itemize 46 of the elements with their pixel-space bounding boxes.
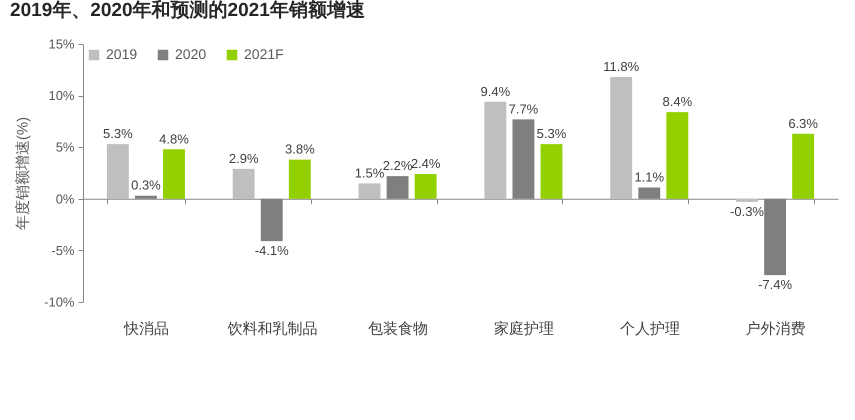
- legend-label: 2020: [175, 46, 206, 62]
- legend-label: 2021F: [244, 46, 284, 62]
- x-tick-label: 快消品: [122, 320, 169, 338]
- bar: [792, 134, 814, 199]
- data-label: -4.1%: [254, 243, 290, 258]
- bar: [232, 168, 255, 199]
- x-tick-label: 个人护理: [620, 320, 680, 338]
- x-tick-label: 家庭护理: [494, 320, 554, 338]
- bar: [484, 102, 506, 199]
- data-label: 3.8%: [284, 142, 316, 157]
- data-label: -0.3%: [730, 204, 764, 219]
- y-tick-label: 15%: [48, 36, 75, 52]
- y-tick-label: 5%: [56, 140, 75, 155]
- bar: [106, 144, 129, 199]
- data-label: 4.8%: [159, 131, 190, 146]
- bar: [540, 144, 562, 199]
- data-label: 0.3%: [131, 178, 162, 193]
- x-tick-label: 户外消费: [746, 320, 806, 338]
- y-tick-label: -10%: [44, 294, 75, 310]
- data-label: 1.5%: [354, 165, 385, 180]
- legend-label: 2019: [106, 46, 138, 62]
- data-label: 6.3%: [788, 116, 818, 131]
- data-label: -7.4%: [758, 277, 792, 292]
- data-label: 8.4%: [662, 94, 693, 110]
- y-axis-title: 年度销额增速(%): [14, 116, 32, 230]
- x-tick-label: 饮料和乳制品: [226, 320, 318, 338]
- bar: [610, 77, 632, 199]
- data-label: 1.1%: [634, 169, 664, 184]
- y-tick-label: 10%: [48, 88, 75, 104]
- data-label: 2.4%: [410, 156, 441, 172]
- bar: [358, 183, 380, 199]
- x-tick-label: 包装食物: [368, 320, 428, 338]
- bar: [163, 149, 185, 199]
- bar: [736, 198, 758, 202]
- data-label: 7.7%: [508, 101, 539, 116]
- data-label: 5.3%: [536, 126, 567, 142]
- bar: [288, 160, 311, 199]
- bar: [414, 174, 437, 199]
- data-label: 5.3%: [103, 126, 134, 142]
- bar: [666, 112, 688, 199]
- y-tick-label: 0%: [56, 191, 75, 206]
- data-label: 11.8%: [603, 59, 640, 74]
- y-tick-label: -5%: [51, 242, 75, 258]
- data-label: 9.4%: [480, 84, 511, 99]
- data-label: 2.2%: [382, 158, 413, 174]
- data-label: 2.9%: [228, 150, 259, 166]
